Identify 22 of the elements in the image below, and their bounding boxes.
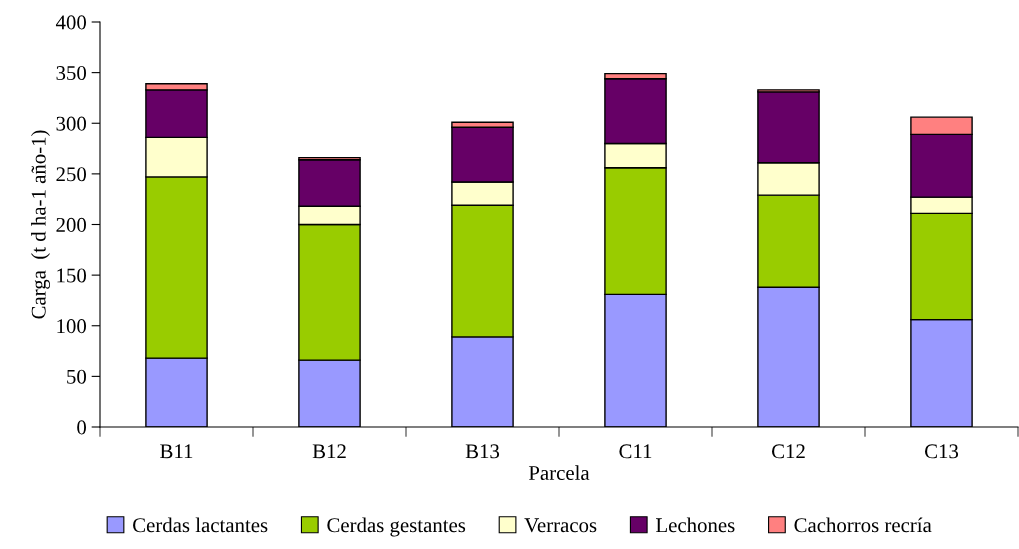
y-tick-label: 300 [56, 116, 87, 131]
y-tick-label: 250 [56, 167, 87, 182]
y-tick-label: 150 [57, 268, 87, 283]
x-tick-label: B11 [160, 444, 193, 459]
y-tick-label: 0 [77, 420, 87, 435]
y-tick-label: 50 [67, 369, 87, 384]
y-tick-label: 100 [57, 319, 87, 334]
legend-label: Cerdas lactantes [133, 517, 268, 533]
legend-label: Verracos [524, 518, 597, 533]
y-axis-title: Carga (t d ha-1 año-1) [31, 130, 50, 319]
legend-label: Cachorros recría [794, 517, 932, 533]
x-tick-label: C13 [924, 444, 959, 459]
x-tick-label: C12 [771, 444, 805, 459]
x-tick-label: B13 [465, 444, 500, 459]
x-tick-label: C11 [619, 444, 652, 459]
x-axis-title: Parcela [528, 465, 590, 480]
y-tick-label: 350 [56, 66, 87, 81]
x-tick-label: B12 [312, 444, 346, 459]
legend-label: Cerdas gestantes [327, 517, 466, 537]
y-tick-label: 200 [56, 217, 87, 232]
legend-label: Lechones [656, 517, 735, 533]
y-tick-label: 400 [55, 15, 87, 30]
